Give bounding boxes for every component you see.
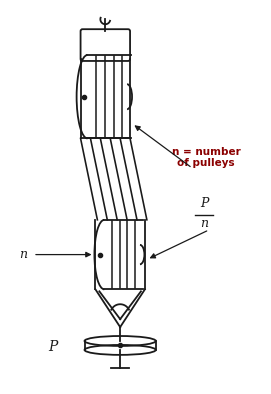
Text: P: P [48, 340, 57, 355]
Text: of pulleys: of pulleys [178, 158, 235, 168]
Text: n = number: n = number [172, 147, 241, 157]
Text: n: n [19, 248, 27, 261]
Text: P: P [200, 197, 208, 210]
Text: n: n [200, 217, 208, 230]
